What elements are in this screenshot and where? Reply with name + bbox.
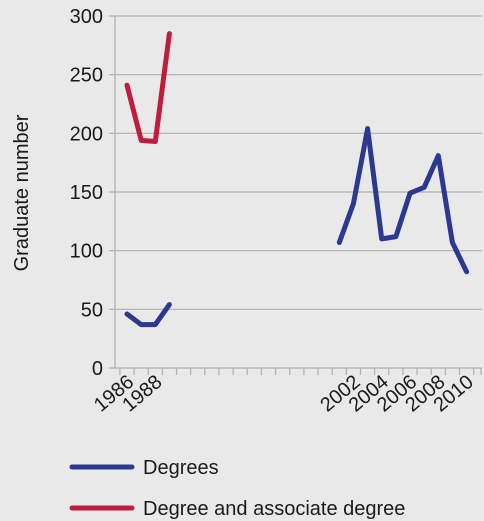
- series-line-degrees-segment-1: [124, 302, 172, 328]
- legend-label: Degree and associate degree: [143, 498, 405, 520]
- y-tick-label: 150: [70, 182, 103, 204]
- series-lines: [124, 31, 470, 328]
- series-line-degrees-segment-2: [336, 126, 470, 275]
- series-line-degree-and-associate-segment-1: [124, 31, 172, 144]
- legend: Degrees Degree and associate degree: [69, 457, 405, 520]
- legend-label: Degrees: [143, 457, 219, 479]
- y-tick-label: 50: [81, 299, 103, 321]
- axes: [114, 16, 482, 375]
- y-tick-label: 250: [70, 65, 103, 87]
- y-tick-label: 0: [92, 358, 103, 380]
- y-axis-title: Graduate number: [11, 114, 33, 271]
- y-tick-label: 300: [70, 6, 103, 28]
- y-tick-label: 200: [70, 123, 103, 145]
- y-tick-label: 100: [70, 241, 103, 263]
- grid-lines: [109, 15, 482, 369]
- y-tick-labels: 0 50 100 150 200 250 300: [70, 6, 103, 380]
